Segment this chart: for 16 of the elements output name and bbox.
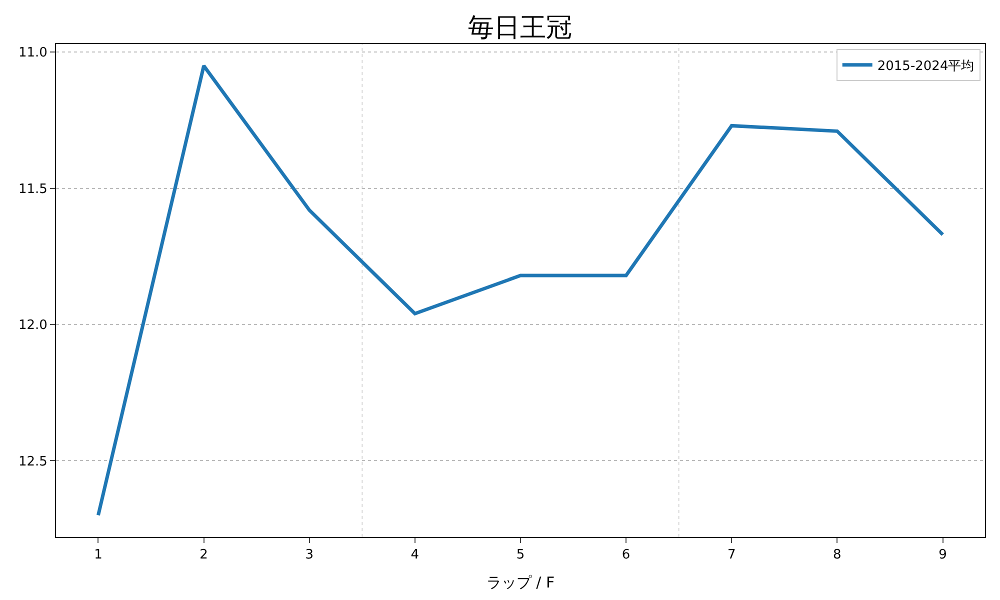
y-tick-label: 11.5 xyxy=(18,182,48,197)
x-tick-label: 8 xyxy=(833,548,842,563)
x-tick-label: 4 xyxy=(410,548,420,563)
x-axis-title: ラップ / F xyxy=(486,574,555,592)
x-tick-label: 1 xyxy=(94,548,102,563)
x-tick-label: 2 xyxy=(200,548,208,563)
legend-label: 2015-2024平均 xyxy=(877,58,974,74)
x-tick-label: 5 xyxy=(516,548,525,563)
x-tick-label: 6 xyxy=(622,548,630,563)
x-tick-label: 3 xyxy=(305,548,314,563)
x-tick-label: 7 xyxy=(728,548,736,563)
x-tick-label: 9 xyxy=(938,548,947,563)
chart-title: 毎日王冠 xyxy=(468,13,572,44)
y-tick-label: 11.0 xyxy=(18,46,48,61)
y-tick-label: 12.0 xyxy=(18,318,48,334)
y-tick-label: 12.5 xyxy=(18,454,48,470)
